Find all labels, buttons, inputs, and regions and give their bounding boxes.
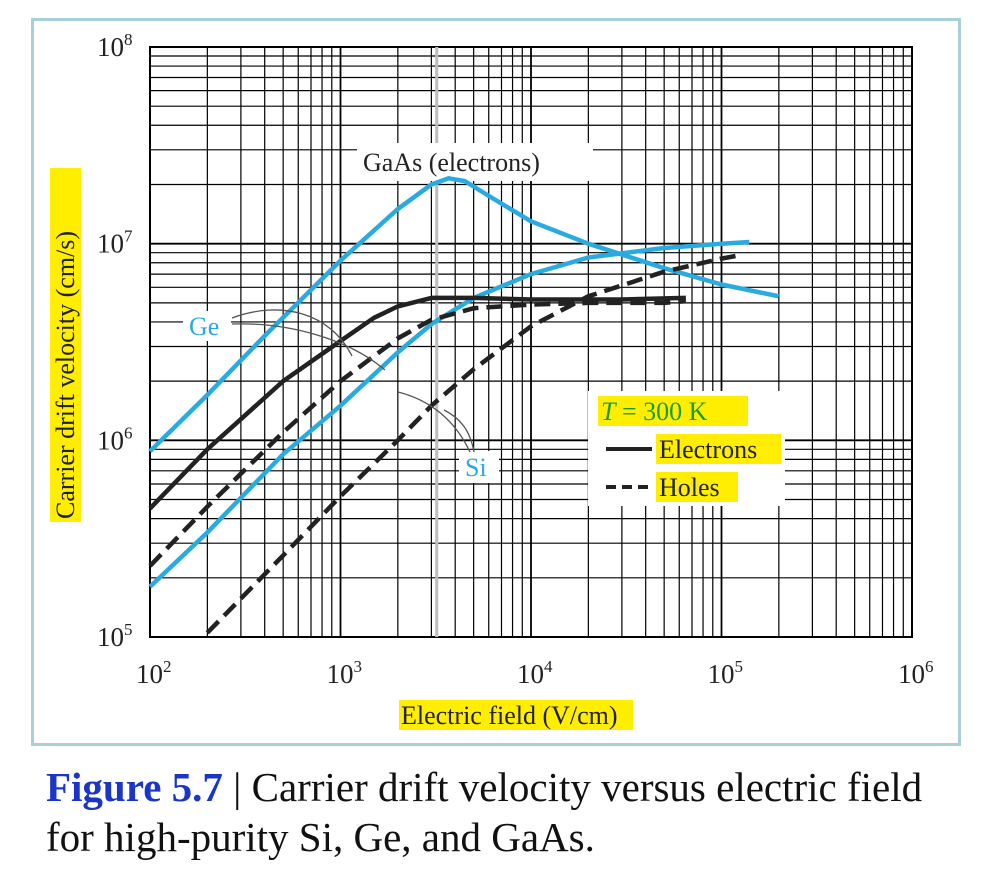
label-gaas: GaAs (electrons) <box>363 148 540 177</box>
ge-label-bg <box>183 311 231 341</box>
y-tick-base: 10 <box>97 622 124 652</box>
x-tick-exponent: 3 <box>354 657 363 676</box>
legend-title: T = 300 K <box>601 397 708 426</box>
x-tick-exponent: 6 <box>925 657 934 676</box>
caption-separator: | <box>222 764 252 810</box>
y-tick-exponent: 7 <box>124 227 133 246</box>
ge-arrow-to-holes <box>231 309 353 357</box>
si-arrow-to-electrons <box>397 391 471 453</box>
x-tick-base: 10 <box>136 659 163 689</box>
label-ge: Ge <box>189 312 219 341</box>
y-tick-label: 105 <box>97 620 133 652</box>
series-si-electrons <box>148 239 750 589</box>
x-tick-label: 104 <box>517 657 553 689</box>
x-tick-base: 10 <box>898 659 925 689</box>
x-tick-exponent: 5 <box>735 657 744 676</box>
y-axis-label-group: Carrier drift velocity (cm/s) <box>50 168 81 522</box>
gaas-label-bg <box>357 143 593 181</box>
y-tick-label: 107 <box>97 227 133 259</box>
x-tick-base: 10 <box>517 659 544 689</box>
si-label-bg <box>459 451 499 483</box>
y-tick-label: 108 <box>97 30 133 62</box>
y-tick-label: 106 <box>97 423 133 455</box>
x-tick-exponent: 2 <box>163 657 172 676</box>
y-tick-exponent: 5 <box>124 620 133 639</box>
caption-text: Carrier drift velocity versus electric f… <box>46 764 923 860</box>
legend-holes-highlight <box>656 472 738 502</box>
legend-title-value: = 300 K <box>615 397 707 426</box>
legend-holes-label: Holes <box>659 473 720 502</box>
series-ge-electrons <box>148 295 686 511</box>
y-tick-base: 10 <box>97 229 124 259</box>
x-axis-label: Electric field (V/cm) <box>401 701 618 730</box>
x-tick-base: 10 <box>708 659 735 689</box>
y-tick-base: 10 <box>97 425 124 455</box>
label-si: Si <box>465 453 487 482</box>
legend-electrons-label: Electrons <box>659 435 757 464</box>
x-tick-label: 106 <box>898 657 934 689</box>
plot-border <box>149 46 913 638</box>
si-arrow-to-holes <box>443 409 475 453</box>
series-gaas-electrons <box>148 176 780 453</box>
legend: T = 300 K Electrons Holes <box>598 396 781 502</box>
y-axis-label-highlight <box>50 168 81 522</box>
ge-arrow-to-electrons <box>231 323 386 371</box>
figure-number: Figure 5.7 <box>46 764 223 810</box>
x-tick-base: 10 <box>327 659 354 689</box>
x-axis-label-highlight <box>399 700 633 730</box>
x-tick-label: 103 <box>327 657 363 689</box>
y-tick-exponent: 8 <box>124 30 133 49</box>
figure-caption: Figure 5.7 | Carrier drift velocity vers… <box>46 762 966 862</box>
y-axis-label: Carrier drift velocity (cm/s) <box>51 231 80 519</box>
y-tick-exponent: 6 <box>124 423 133 442</box>
annotation-arrows <box>231 309 475 453</box>
x-tick-label: 102 <box>136 657 172 689</box>
series-si-holes <box>205 252 744 635</box>
y-tick-base: 10 <box>97 32 124 62</box>
legend-title-highlight <box>598 396 748 426</box>
x-tick-label: 105 <box>708 657 744 689</box>
x-tick-exponent: 4 <box>544 657 553 676</box>
legend-title-variable: T <box>601 397 617 426</box>
series-ge-holes <box>148 298 687 568</box>
legend-electrons-highlight <box>656 434 781 464</box>
